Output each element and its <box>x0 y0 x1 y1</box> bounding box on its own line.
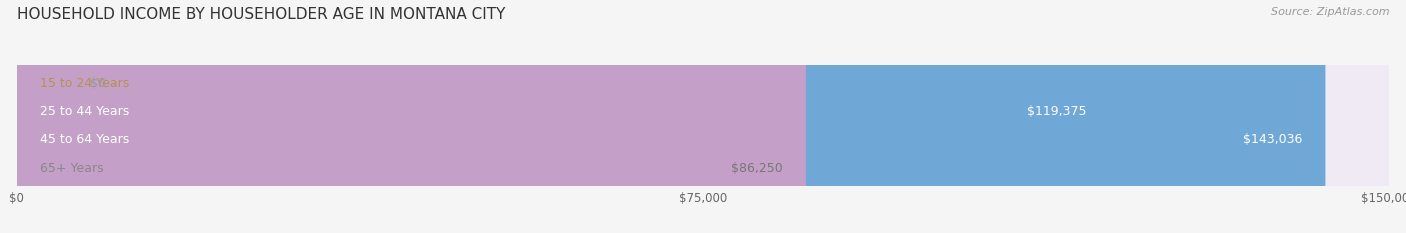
FancyBboxPatch shape <box>17 0 806 233</box>
FancyBboxPatch shape <box>17 0 1389 233</box>
Text: $0: $0 <box>90 77 105 90</box>
Text: Source: ZipAtlas.com: Source: ZipAtlas.com <box>1271 7 1389 17</box>
FancyBboxPatch shape <box>17 0 1109 233</box>
Text: $119,375: $119,375 <box>1026 105 1085 118</box>
Text: 45 to 64 Years: 45 to 64 Years <box>39 134 129 146</box>
Text: $86,250: $86,250 <box>731 161 783 175</box>
Text: HOUSEHOLD INCOME BY HOUSEHOLDER AGE IN MONTANA CITY: HOUSEHOLD INCOME BY HOUSEHOLDER AGE IN M… <box>17 7 505 22</box>
FancyBboxPatch shape <box>17 0 1389 233</box>
FancyBboxPatch shape <box>17 0 1389 233</box>
Text: 25 to 44 Years: 25 to 44 Years <box>39 105 129 118</box>
Text: $143,036: $143,036 <box>1243 134 1302 146</box>
FancyBboxPatch shape <box>17 0 1389 233</box>
Text: 15 to 24 Years: 15 to 24 Years <box>39 77 129 90</box>
FancyBboxPatch shape <box>17 0 1326 233</box>
Text: 65+ Years: 65+ Years <box>39 161 104 175</box>
